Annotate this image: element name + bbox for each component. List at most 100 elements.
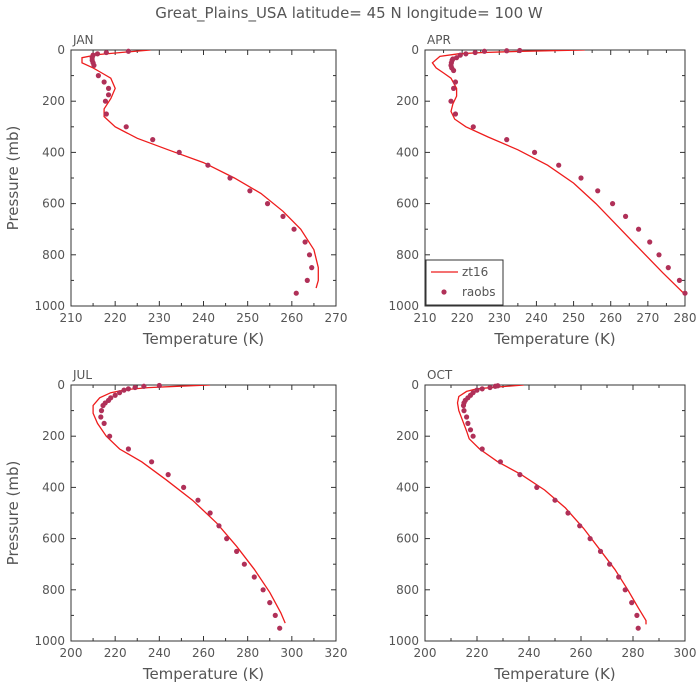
data-point-raobs [216,523,222,529]
x-tick-label: 250 [236,311,259,325]
panel-apr: 210 220 230 240 250 260 270 280 0 200 400 600 800 100… [388,33,696,348]
y-tick-label: 200 [42,94,65,108]
y-tick-label: 600 [396,197,419,211]
y-tick-label: 400 [396,480,419,494]
panel-jan: 210 220 230 240 250 260 270 0 200 400 600 800 1000 JA… [4,33,347,348]
data-point-raobs [306,252,313,258]
data-point-raobs [534,484,540,490]
series-line-zt16 [81,50,319,289]
x-tick-label: 200 [60,646,83,660]
data-point-raobs [647,239,653,245]
legend-label-raobs: raobs [462,285,496,299]
data-point-raobs [150,137,156,143]
data-point-raobs [504,137,510,143]
data-point-raobs [105,92,112,98]
x-tick-label: 210 [414,311,437,325]
series-line-zt16 [456,385,647,625]
x-axis-label: Temperature (K) [493,330,615,348]
plot-frame [70,384,337,642]
data-point-raobs [94,51,101,57]
y-tick-label: 800 [42,248,65,262]
data-point-raobs [460,402,467,409]
data-point-raobs [98,414,104,420]
y-tick-label: 800 [396,248,419,262]
data-point-raobs [487,384,493,391]
data-point-raobs [609,201,616,207]
data-point-raobs [595,188,601,194]
data-point-raobs [479,386,485,392]
legend: zt16 raobs [425,259,504,306]
panel-oct: 200 220 240 260 280 300 0 200 400 600 800 1000 OCT Te… [388,368,696,683]
data-point-raobs [95,73,101,79]
data-point-raobs [464,414,470,420]
data-point-raobs [492,383,498,389]
data-point-raobs [635,226,642,232]
data-point-raobs [181,484,187,490]
y-tick-label: 600 [42,532,65,546]
data-point-raobs [474,387,480,393]
data-point-raobs [264,201,271,207]
data-point-raobs [102,98,109,104]
x-tick-label: 240 [525,311,548,325]
data-point-raobs [302,239,308,245]
data-point-raobs [452,79,459,85]
panel-label: OCT [427,368,453,382]
y-tick-label: 0 [57,378,65,392]
data-point-raobs [517,47,523,54]
x-tick-label: 300 [280,646,303,660]
data-point-raobs [293,290,299,296]
data-point-raobs [165,472,171,478]
x-tick-label: 220 [104,311,127,325]
y-tick-label: 1000 [34,299,65,313]
data-point-raobs [101,420,107,426]
x-tick-label: 260 [570,646,593,660]
data-point-raobs [141,383,147,389]
data-point-raobs [451,85,457,91]
data-point-raobs [682,290,688,296]
data-point-raobs [622,213,629,219]
x-tick-label: 200 [414,646,437,660]
data-point-raobs [665,265,671,271]
data-point-raobs [267,600,273,606]
data-point-raobs [676,277,683,283]
data-point-raobs [156,382,162,389]
x-tick-label: 280 [622,646,645,660]
data-point-raobs [105,85,112,91]
y-tick-label: 1000 [388,634,419,648]
data-point-raobs [176,149,182,155]
x-tick-label: 280 [674,311,697,325]
x-tick-label: 270 [325,311,348,325]
series-line-zt16 [431,50,685,295]
data-point-raobs [497,459,503,465]
data-point-raobs [125,48,132,54]
y-tick-label: 200 [396,429,419,443]
panel-jul: 200 220 240 260 280 300 320 0 200 400 600 800 1000 JU… [4,368,347,683]
y-tick-label: 0 [411,378,419,392]
data-point-raobs [234,548,240,555]
data-point-raobs [272,612,278,619]
data-point-raobs [291,226,297,232]
y-tick-label: 1000 [34,634,65,648]
data-point-raobs [260,587,266,593]
data-point-raobs [227,175,233,181]
data-point-raobs [629,600,635,606]
x-tick-label: 230 [488,311,511,325]
data-point-raobs [107,433,113,439]
data-point-raobs [465,420,471,426]
y-axis-label: Pressure (mb) [4,461,22,566]
data-point-raobs [565,510,571,516]
data-point-raobs [116,390,123,396]
data-point-raobs [205,162,211,168]
data-point-raobs [577,523,583,529]
data-point-raobs [463,51,469,57]
panel-label: JAN [72,33,94,47]
y-axis-label: Pressure (mb) [4,126,22,231]
x-tick-label: 270 [636,311,659,325]
data-point-raobs [597,548,604,555]
data-point-raobs [103,49,109,56]
data-point-raobs [622,587,628,593]
data-point-raobs [517,472,523,478]
y-tick-label: 200 [396,94,419,108]
data-point-raobs [100,402,106,409]
x-tick-label: 220 [451,311,474,325]
